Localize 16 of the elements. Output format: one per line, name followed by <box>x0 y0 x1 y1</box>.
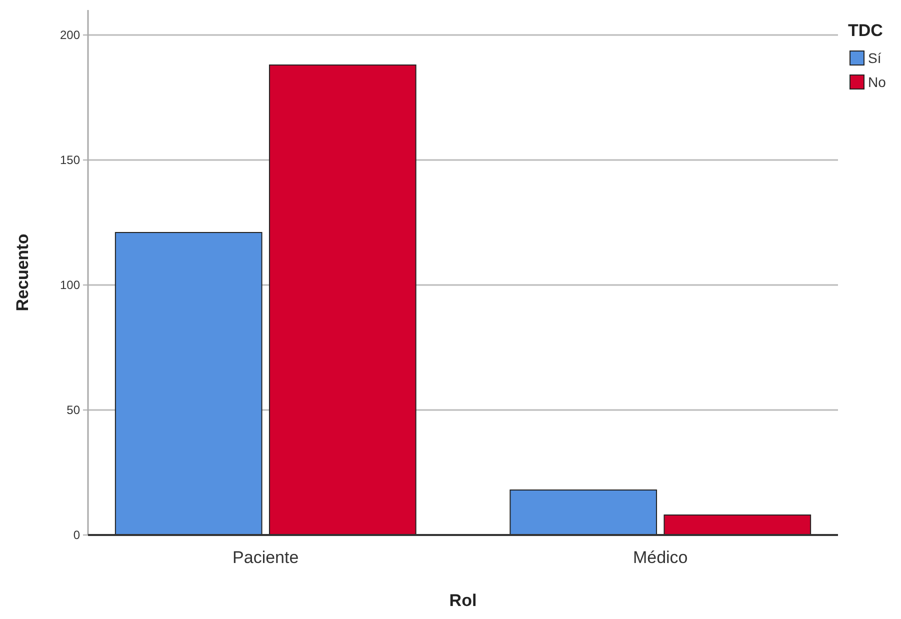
y-axis-title: Recuento <box>13 234 32 312</box>
x-tick-label: Médico <box>632 548 688 567</box>
bar <box>664 514 812 536</box>
legend-title: TDC <box>848 21 883 40</box>
y-tick-label: 0 <box>73 528 80 542</box>
y-tick-label: 100 <box>60 278 80 292</box>
bar <box>510 490 658 536</box>
y-tick-label: 200 <box>60 28 80 42</box>
bar <box>268 64 416 536</box>
x-tick-label: Paciente <box>232 548 299 567</box>
y-tick-label: 150 <box>60 153 80 168</box>
x-axis-title: Rol <box>449 591 477 610</box>
y-tick-label: 50 <box>66 403 80 418</box>
bar <box>114 232 262 536</box>
legend-label: Sí <box>868 50 882 66</box>
legend-label: No <box>868 74 886 90</box>
